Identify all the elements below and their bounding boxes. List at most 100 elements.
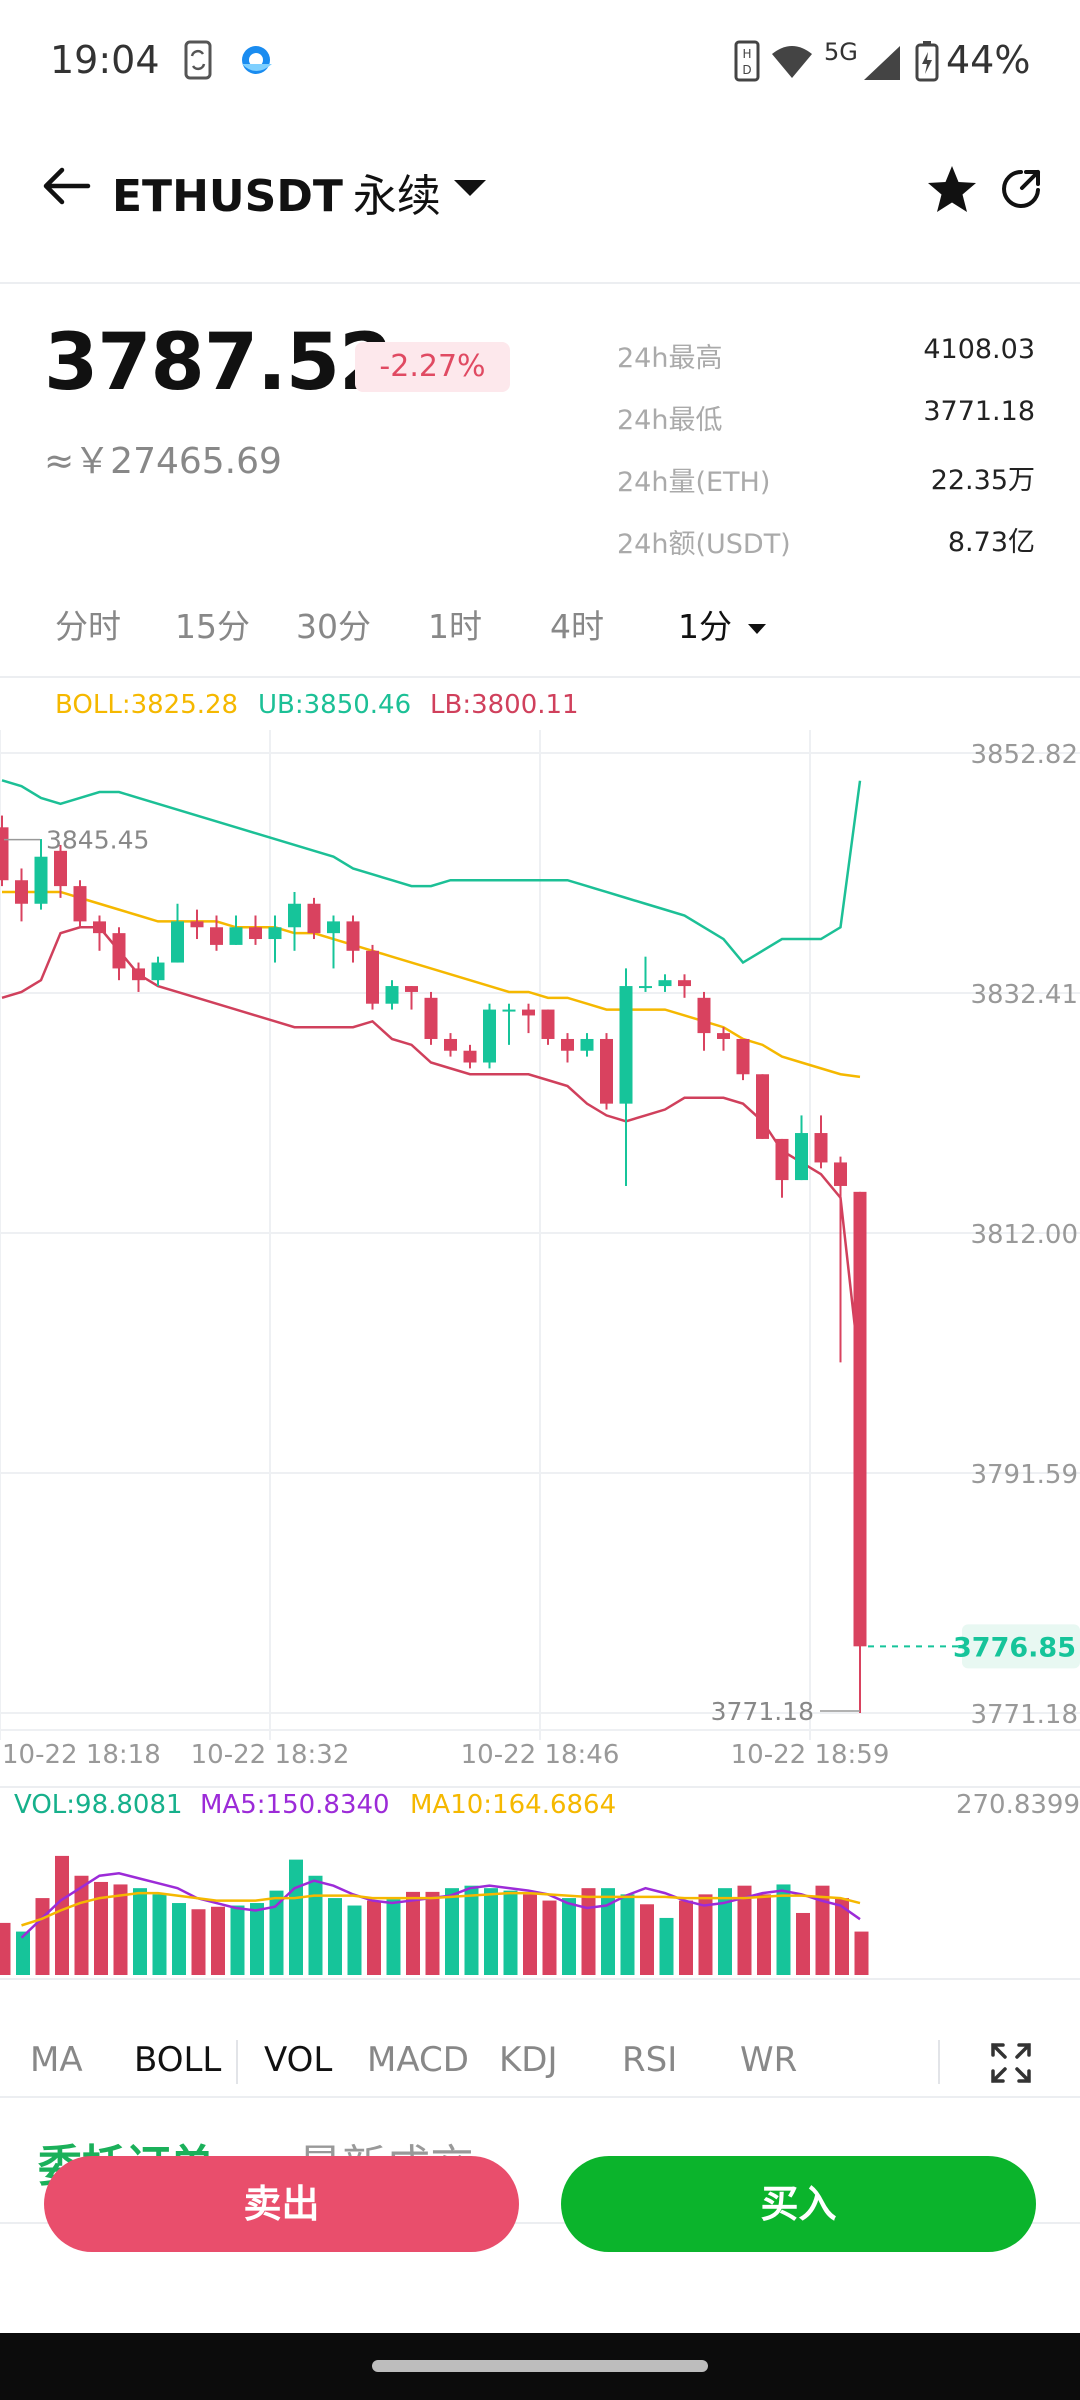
stat-label-volume: 24h量(ETH) <box>617 467 771 498</box>
tab-timeframe-30m[interactable]: 30分 <box>296 607 371 646</box>
volume-bar <box>289 1859 303 1975</box>
time-axis-label: 10-22 18:59 <box>731 1740 890 1770</box>
candle-body <box>853 1191 867 1647</box>
candle-body <box>834 1162 847 1186</box>
network-type: 5G <box>824 38 858 66</box>
indicator-tab-kdj[interactable]: KDJ <box>499 2040 558 2080</box>
volume-bar <box>172 1903 186 1975</box>
fullscreen-icon[interactable] <box>990 2042 1032 2088</box>
candle-body <box>112 933 126 969</box>
battery-icon <box>914 40 940 86</box>
volume-bar <box>35 1898 50 1975</box>
stat-value-low: 3771.18 <box>923 396 1035 427</box>
volume-bar <box>152 1894 167 1975</box>
timeframe-caret-icon <box>747 623 766 634</box>
home-gesture-pill[interactable] <box>372 2360 708 2372</box>
sync-icon <box>180 40 216 84</box>
candle-body <box>190 921 204 928</box>
stat-label-turnover: 24h额(USDT) <box>617 529 791 560</box>
symbol-selector[interactable]: ETHUSDT 永续 <box>112 160 441 224</box>
indicator-tab-boll[interactable]: BOLL <box>134 2040 222 2080</box>
volume-bar <box>835 1898 849 1975</box>
battery-level: 44% <box>946 38 1031 82</box>
volume-bar <box>464 1885 479 1975</box>
tab-timeframe-15m[interactable]: 15分 <box>175 607 250 646</box>
time-axis-label: 10-22 18:46 <box>461 1740 620 1770</box>
tab-timeframe-4h[interactable]: 4时 <box>550 607 604 646</box>
candlestick-chart[interactable]: 3852.82 3832.41 3812.00 3791.59 3771.18 3845.… <box>0 730 1080 1780</box>
volume-bar <box>523 1894 537 1975</box>
time-axis-label: 10-22 18:18 <box>2 1740 161 1770</box>
boll-lower-value: LB:3800.11 <box>430 690 579 720</box>
tab-timeframe-line[interactable]: 分时 <box>55 607 121 646</box>
boll-upper-value: UB:3850.46 <box>258 690 412 720</box>
indicator-tab-vol[interactable]: VOL <box>264 2040 333 2080</box>
volume-divider <box>0 1786 1080 1788</box>
volume-bar <box>581 1888 596 1975</box>
volume-bar <box>679 1900 693 1975</box>
volume-bar <box>386 1899 401 1975</box>
candle-body <box>678 980 691 987</box>
caret-down-icon[interactable] <box>452 176 488 204</box>
candle-body <box>346 921 360 951</box>
candle-body <box>561 1038 574 1051</box>
timeframe-bar: 分时 15分 30分 1时 4时 1分 <box>0 600 1080 675</box>
volume-bottom-divider <box>0 1978 1080 1980</box>
stat-value-high: 4108.03 <box>923 334 1035 365</box>
contract-type: 永续 <box>352 171 441 222</box>
volume-bar <box>484 1888 498 1975</box>
buy-button[interactable]: 买入 <box>561 2156 1036 2252</box>
volume-bar <box>0 1922 11 1975</box>
tab-timeframe-1m-label: 1分 <box>678 607 732 646</box>
candle-body <box>483 1009 496 1063</box>
volume-bar <box>347 1905 362 1975</box>
volume-bar <box>718 1888 732 1975</box>
indicator-tab-macd[interactable]: MACD <box>367 2040 469 2080</box>
volume-bar <box>406 1891 420 1975</box>
sell-button[interactable]: 卖出 <box>44 2156 519 2252</box>
volume-bar <box>815 1885 830 1975</box>
price-axis-label: 3812.00 <box>970 1220 1078 1250</box>
price-axis-label: 3791.59 <box>970 1460 1078 1490</box>
boll-mid-line <box>2 890 861 1079</box>
volume-bar <box>230 1905 245 1975</box>
bottom-tabs-divider <box>0 2222 1080 2224</box>
share-icon[interactable] <box>998 166 1044 216</box>
candle-body <box>288 903 301 928</box>
volume-bar <box>308 1875 323 1975</box>
volume-bar <box>211 1906 225 1975</box>
candle-body <box>619 986 633 1104</box>
volume-bar <box>562 1898 576 1975</box>
volume-bar <box>503 1890 518 1975</box>
volume-bar <box>854 1931 869 1975</box>
volume-bar <box>445 1888 459 1975</box>
candle-body <box>756 1074 769 1139</box>
candle-body <box>327 921 340 934</box>
candle-body <box>385 986 399 1004</box>
candle-body <box>639 986 652 989</box>
candle-body <box>151 962 165 981</box>
candle-body <box>600 1038 613 1104</box>
volume-bar <box>94 1881 108 1975</box>
candle-body <box>658 980 672 987</box>
volume-bar <box>269 1890 284 1975</box>
tab-timeframe-1m[interactable]: 1分 <box>678 600 767 648</box>
candle-body <box>93 921 106 934</box>
current-price-badge <box>962 1624 1080 1669</box>
candle-body <box>249 927 262 940</box>
indicator-tab-wr[interactable]: WR <box>740 2040 798 2080</box>
indicator-tab-rsi[interactable]: RSI <box>622 2040 678 2080</box>
back-arrow-icon[interactable] <box>40 164 92 212</box>
indicator-tab-ma[interactable]: MA <box>30 2040 83 2080</box>
chart-top-divider <box>0 676 1080 678</box>
tab-timeframe-1h[interactable]: 1时 <box>428 607 482 646</box>
candle-body <box>795 1133 808 1181</box>
volume-bar <box>191 1909 206 1975</box>
volume-bar <box>640 1904 654 1975</box>
candle-body <box>775 1138 789 1181</box>
candle-body <box>717 1033 730 1039</box>
price-axis-label: 3832.41 <box>970 980 1078 1010</box>
svg-text:H: H <box>742 47 751 61</box>
candle-body <box>34 856 48 904</box>
star-icon[interactable] <box>926 164 978 218</box>
